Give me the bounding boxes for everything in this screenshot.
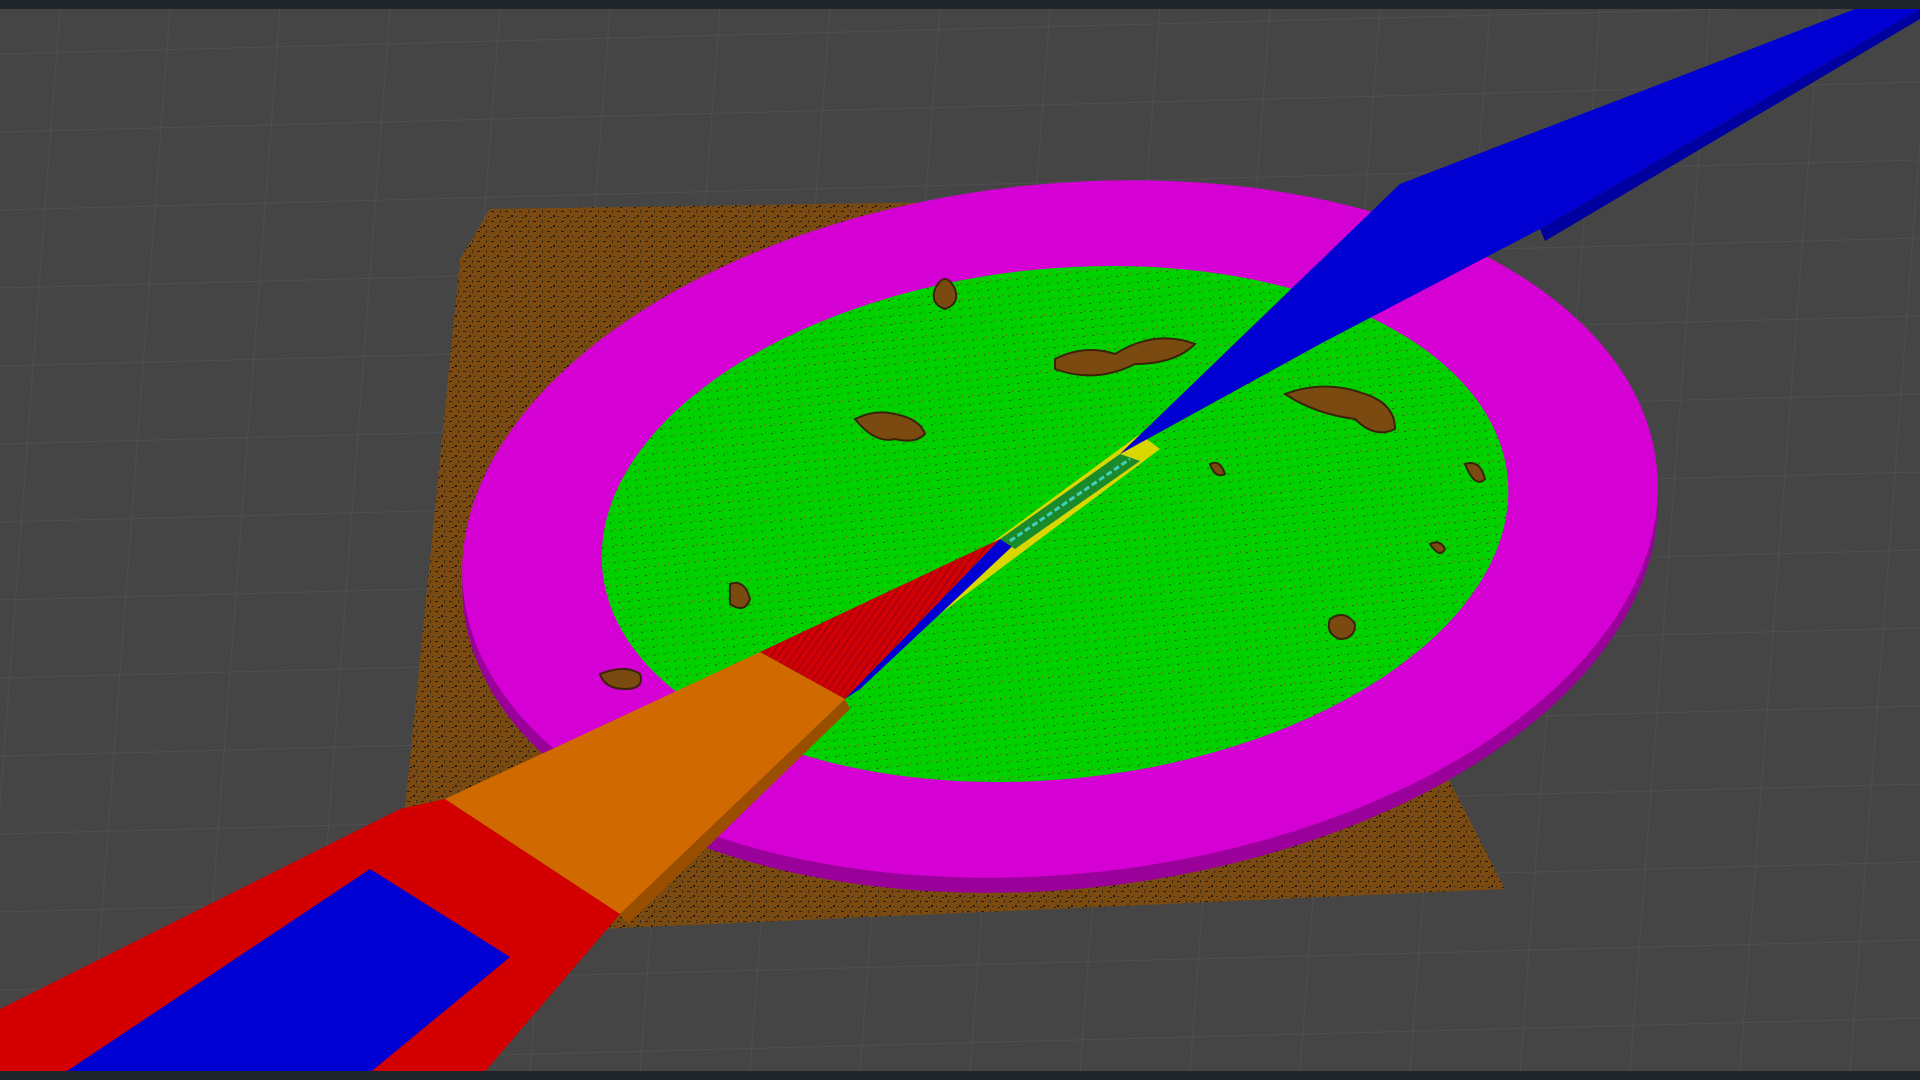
path-segment-orange-side — [620, 699, 850, 924]
grid-line — [199, 9, 281, 1071]
3d-viewport[interactable] — [0, 9, 1920, 1071]
top-toolbar-strip — [0, 0, 1920, 9]
path-segment-far-blue — [1120, 9, 1920, 454]
path-segment-orange — [445, 652, 845, 914]
grid-line — [0, 81, 1920, 133]
path-segment-far-blue-side — [1540, 9, 1920, 241]
grid-line — [89, 9, 171, 1071]
cost-wedge-near — [760, 539, 1000, 699]
bottom-status-strip — [0, 1071, 1920, 1080]
path-segment-near-blue — [67, 869, 510, 1071]
grid-line — [1849, 135, 1920, 1071]
grid-line — [1739, 9, 1821, 1071]
grid-line — [1629, 9, 1711, 1071]
trajectory-line — [1009, 457, 1131, 543]
obstacle-clusters — [598, 278, 1487, 691]
grid-line — [0, 9, 61, 813]
scene-canvas[interactable] — [0, 9, 1920, 1071]
grid-line — [0, 9, 1748, 55]
path-sliver-near — [845, 539, 1020, 699]
